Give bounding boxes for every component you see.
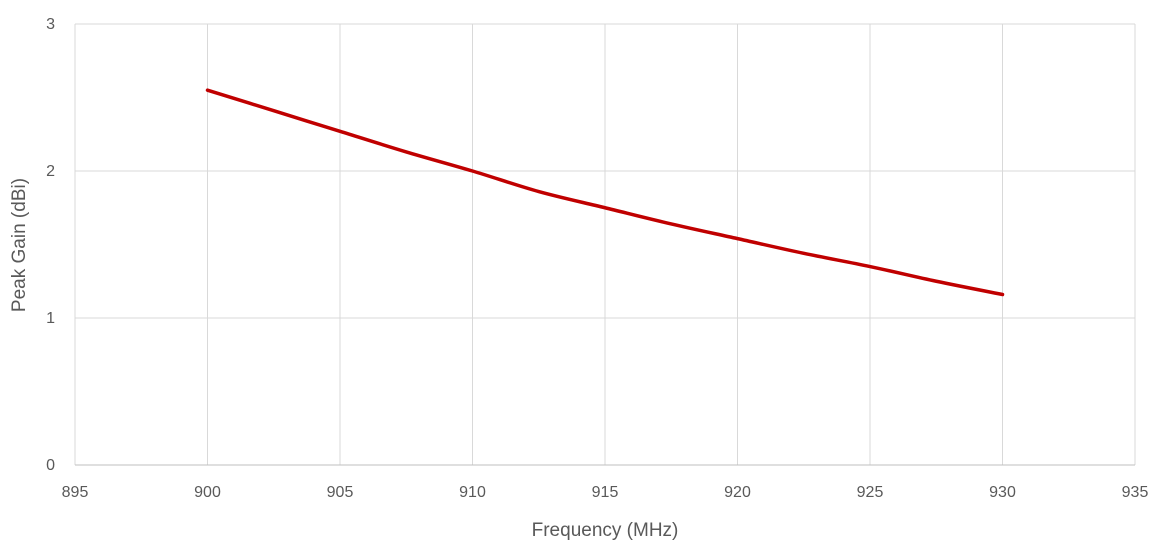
y-axis-title: Peak Gain (dBi) (9, 178, 30, 312)
x-tick-label: 930 (989, 484, 1016, 501)
x-tick-label: 915 (592, 484, 619, 501)
x-tick-label: 895 (62, 484, 89, 501)
grid (74, 23, 1136, 465)
x-tick-label: 910 (459, 484, 486, 501)
y-tick-label: 1 (46, 310, 55, 327)
x-tick-label: 935 (1122, 484, 1149, 501)
y-tick-label: 2 (46, 163, 55, 180)
tick-labels: 0 1 2 3 895 900 905 910 915 920 925 930 935 (46, 16, 1148, 501)
series (205, 88, 1005, 297)
x-axis-title: Frequency (MHz) (532, 520, 679, 541)
peak-gain-series-line (205, 88, 1005, 297)
x-tick-label: 925 (857, 484, 884, 501)
y-tick-label: 0 (46, 457, 55, 474)
x-tick-label: 905 (327, 484, 354, 501)
x-tick-label: 900 (194, 484, 221, 501)
y-tick-label: 3 (46, 16, 55, 33)
x-tick-label: 920 (724, 484, 751, 501)
